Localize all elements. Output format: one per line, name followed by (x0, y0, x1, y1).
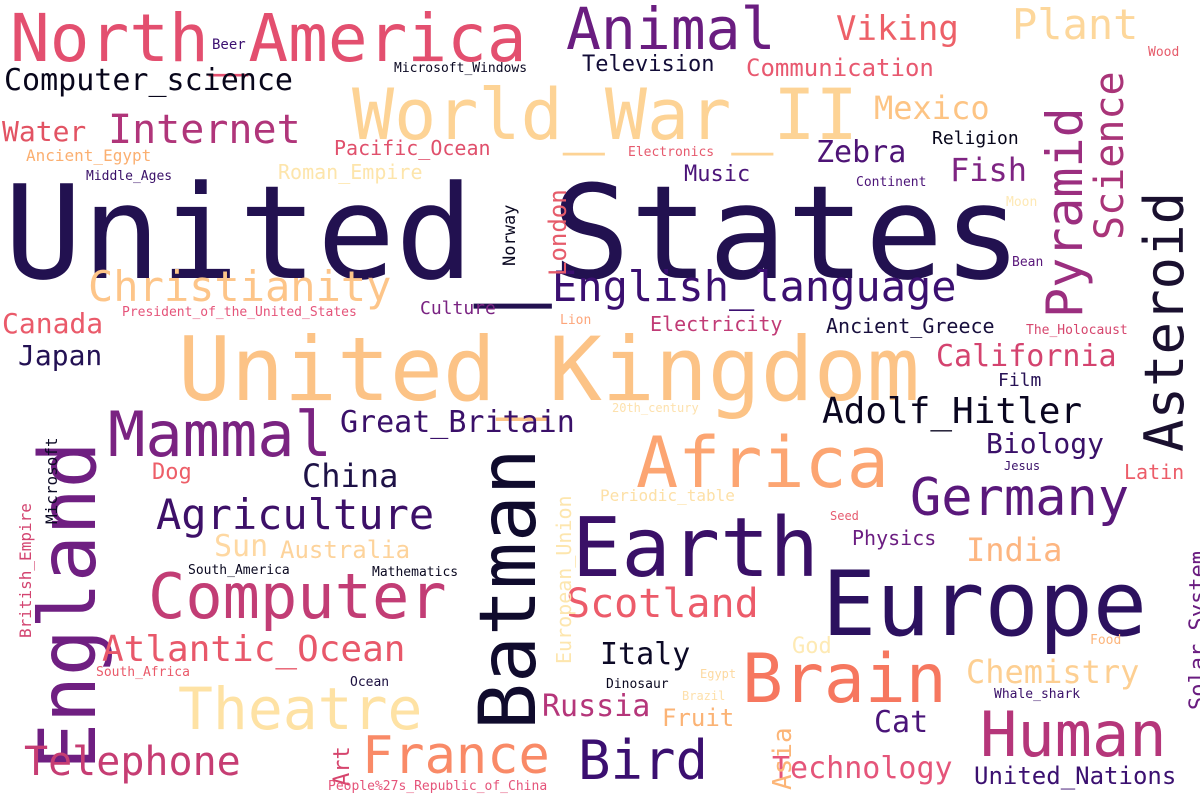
word-39: Zebra (816, 135, 907, 170)
word-97: Whale_shark (994, 687, 1081, 702)
word-74: British_Empire (16, 503, 35, 638)
word-71: Religion (932, 128, 1019, 149)
word-24: Adolf_Hitler (822, 391, 1083, 432)
word-38: Biology (986, 427, 1105, 460)
word-52: Australia (280, 536, 411, 564)
word-29: Science (1087, 71, 1133, 240)
word-18: France (362, 726, 550, 786)
word-20: Internet (108, 107, 301, 153)
word-78: Electronics (628, 145, 715, 160)
word-28: Plant (1012, 0, 1139, 49)
word-1: United_Kingdom (178, 318, 920, 421)
word-35: Mexico (874, 89, 990, 127)
word-13: Animal (566, 0, 776, 63)
word-56: Electricity (650, 312, 783, 336)
word-30: Computer_science (4, 63, 293, 98)
word-69: God (792, 634, 832, 659)
word-2: Europe (822, 552, 1148, 657)
word-60: European_Union (552, 495, 576, 664)
word-59: London (544, 189, 572, 276)
word-81: Moon (1006, 195, 1038, 210)
word-33: Great_Britain (340, 405, 575, 440)
word-25: Telephone (24, 739, 241, 785)
word-76: Microsoft_Windows (394, 61, 528, 76)
word-3: Earth (572, 501, 819, 596)
word-57: Asia (768, 727, 798, 790)
word-11: Computer (148, 560, 447, 633)
word-51: Sun (214, 529, 269, 564)
word-16: Germany (910, 468, 1130, 528)
word-32: Technology (772, 751, 953, 786)
word-4: Batman (464, 448, 554, 730)
word-85: The_Holocaust (1026, 323, 1128, 338)
word-46: Television (582, 52, 715, 77)
word-99: People%27s_Republic_of_China (328, 779, 548, 794)
word-21: Christianity (88, 262, 392, 311)
word-62: Roman_Empire (278, 160, 423, 184)
word-34: Chemistry (966, 653, 1140, 691)
word-98: Wood (1148, 45, 1180, 60)
word-50: Fruit (662, 704, 735, 732)
word-47: Russia (542, 689, 651, 724)
word-87: Jesus (1004, 459, 1041, 473)
word-6: North_America (10, 0, 527, 77)
word-90: Mathematics (372, 565, 459, 580)
word-84: Lion (560, 313, 592, 328)
word-10: Human (980, 698, 1167, 771)
word-31: Viking (836, 9, 959, 49)
word-40: Fish (950, 151, 1028, 189)
word-65: Physics (852, 526, 937, 550)
word-36: California (936, 339, 1117, 374)
word-55: Ancient_Greece (826, 314, 995, 338)
word-19: Bird (578, 729, 709, 792)
word-79: Middle_Ages (86, 169, 173, 184)
word-41: Canada (2, 307, 104, 340)
word-66: Culture (420, 298, 496, 319)
word-8: Africa (636, 422, 889, 504)
word-89: South_America (188, 563, 290, 578)
word-37: India (966, 531, 1063, 569)
word-42: Japan (18, 339, 103, 372)
word-12: Mammal (108, 398, 332, 471)
word-68: Dog (152, 460, 192, 485)
word-43: China (302, 457, 399, 495)
word-22: English_language (552, 262, 957, 311)
word-64: Music (684, 162, 751, 187)
word-54: Solar_System (1186, 551, 1200, 710)
word-95: Dinosaur (606, 677, 669, 692)
word-80: Continent (856, 175, 927, 190)
word-94: Ocean (350, 675, 390, 690)
word-17: Pyramid (1036, 107, 1094, 318)
word-48: Italy (600, 637, 691, 672)
word-45: Communication (746, 54, 934, 82)
word-15: Asteroid (1133, 191, 1196, 452)
word-23: Agriculture (156, 490, 435, 539)
word-92: Egypt (700, 667, 737, 681)
word-88: Seed (830, 509, 859, 523)
word-44: Water (2, 115, 87, 148)
word-9: Brain (742, 640, 947, 719)
word-27: Atlantic_Ocean (102, 629, 406, 670)
word-49: Cat (874, 705, 929, 740)
word-75: Periodic_table (600, 486, 735, 505)
word-53: United_Nations (974, 762, 1177, 790)
word-67: Film (998, 370, 1042, 391)
word-61: Pacific_Ocean (334, 136, 491, 160)
word-72: Norway (500, 204, 520, 266)
word-70: Latin (1124, 460, 1185, 484)
word-91: Food (1090, 633, 1122, 648)
word-77: Beer (212, 37, 246, 53)
word-73: Microsoft (42, 437, 61, 524)
word-86: 20th_century (612, 401, 699, 415)
word-0: United_States (4, 157, 1022, 309)
word-7: World_War_II (352, 74, 858, 156)
word-83: President_of_the_United_States (122, 305, 357, 320)
word-63: Ancient_Egypt (26, 146, 152, 165)
word-26: Scotland (566, 581, 759, 627)
word-82: Bean (1012, 255, 1044, 270)
word-96: Brazil (682, 689, 726, 703)
word-14: Theatre (178, 675, 423, 743)
word-93: South_Africa (96, 665, 190, 680)
